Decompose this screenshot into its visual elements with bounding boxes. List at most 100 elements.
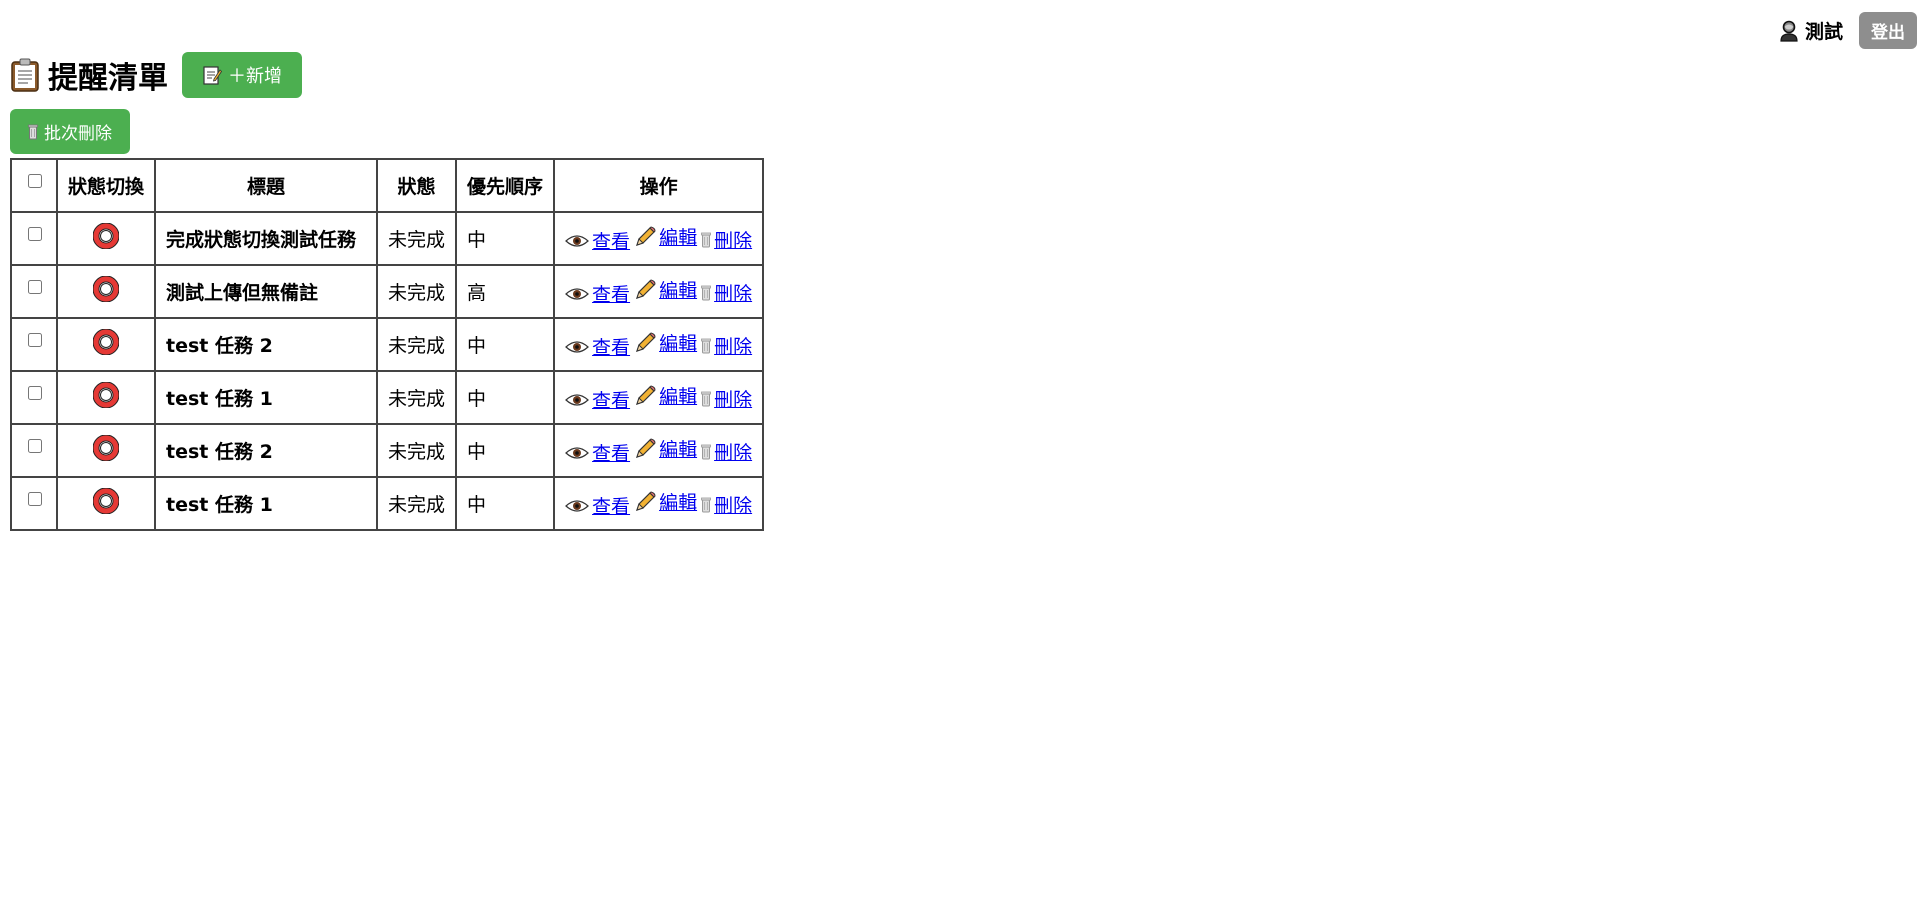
status-toggle-cell — [55, 211, 157, 266]
row-title: 完成狀態切換測試任務 — [154, 211, 379, 266]
status-toggle-cell — [55, 317, 157, 372]
delete-link[interactable]: 刪除 — [701, 438, 752, 465]
edit-link-label: 編輯 — [659, 280, 698, 302]
delete-link[interactable]: 刪除 — [701, 226, 752, 253]
delete-link-label: 刪除 — [714, 495, 753, 517]
row-priority: 中 — [455, 317, 556, 372]
pencil-icon — [634, 278, 656, 301]
hollow-red-circle-icon[interactable] — [93, 488, 119, 514]
edit-link[interactable]: 編輯 — [634, 276, 697, 303]
row-status: 未完成 — [376, 423, 458, 478]
status-toggle-cell — [55, 370, 157, 425]
delete-link[interactable]: 刪除 — [701, 332, 752, 359]
row-actions: 查看 編輯 — [553, 317, 765, 372]
view-link[interactable]: 查看 — [565, 439, 630, 466]
edit-link-label: 編輯 — [659, 386, 698, 408]
row-status: 未完成 — [376, 264, 458, 319]
row-checkbox[interactable] — [27, 280, 42, 294]
delete-link[interactable]: 刪除 — [701, 491, 752, 518]
row-checkbox[interactable] — [27, 333, 42, 347]
row-priority: 中 — [455, 423, 556, 478]
table-row: test 任務 2 未完成 中 查看 — [10, 423, 765, 478]
page-title: 提醒清單 — [10, 53, 168, 97]
row-title: test 任務 1 — [154, 370, 379, 425]
delete-link-label: 刪除 — [714, 230, 753, 252]
select-all-checkbox[interactable] — [27, 174, 42, 188]
column-header-toggle: 狀態切換 — [55, 158, 157, 213]
user-name: 測試 — [1804, 21, 1843, 43]
delete-link[interactable]: 刪除 — [701, 279, 752, 306]
edit-link[interactable]: 編輯 — [634, 488, 697, 515]
view-link[interactable]: 查看 — [565, 227, 630, 254]
hollow-red-circle-icon[interactable] — [93, 329, 119, 355]
hollow-red-circle-icon[interactable] — [93, 276, 119, 302]
eye-icon — [565, 393, 589, 407]
edit-link[interactable]: 編輯 — [634, 329, 697, 356]
table-row: test 任務 2 未完成 中 查看 — [10, 317, 765, 372]
view-link[interactable]: 查看 — [565, 280, 630, 307]
column-header-actions: 操作 — [553, 158, 765, 213]
table-row: test 任務 1 未完成 中 查看 — [10, 370, 765, 425]
row-checkbox[interactable] — [27, 439, 42, 453]
view-link[interactable]: 查看 — [565, 386, 630, 413]
edit-link-label: 編輯 — [659, 492, 698, 514]
delete-link[interactable]: 刪除 — [701, 385, 752, 412]
view-link-label: 查看 — [592, 284, 631, 306]
add-button[interactable]: ＋新增 — [182, 52, 302, 98]
column-header-title: 標題 — [154, 158, 379, 213]
row-priority: 中 — [455, 211, 556, 266]
row-status: 未完成 — [376, 317, 458, 372]
edit-link-label: 編輯 — [659, 227, 698, 249]
view-link[interactable]: 查看 — [565, 492, 630, 519]
delete-link-label: 刪除 — [714, 442, 753, 464]
eye-icon — [565, 340, 589, 354]
table-row: 完成狀態切換測試任務 未完成 中 查看 — [10, 211, 765, 266]
hollow-red-circle-icon[interactable] — [93, 382, 119, 408]
header-select-cell — [10, 158, 58, 213]
page-header: 提醒清單 ＋新增 — [10, 52, 302, 98]
row-checkbox[interactable] — [27, 386, 42, 400]
table-row: test 任務 1 未完成 中 查看 — [10, 476, 765, 531]
batch-delete-button[interactable]: 批次刪除 — [10, 109, 130, 154]
eye-icon — [565, 499, 589, 513]
trash-icon — [701, 497, 711, 513]
reminder-table: 狀態切換 標題 狀態 優先順序 操作 完成狀態切換測試任務 未完成 中 — [10, 158, 765, 531]
trash-icon — [701, 232, 711, 248]
row-title: 測試上傳但無備註 — [154, 264, 379, 319]
trash-icon — [701, 338, 711, 354]
row-priority: 中 — [455, 370, 556, 425]
trash-icon — [701, 391, 711, 407]
row-checkbox[interactable] — [27, 227, 42, 241]
row-status: 未完成 — [376, 211, 458, 266]
hollow-red-circle-icon[interactable] — [93, 435, 119, 461]
edit-link[interactable]: 編輯 — [634, 435, 697, 462]
delete-link-label: 刪除 — [714, 283, 753, 305]
logout-button[interactable]: 登出 — [1859, 12, 1917, 49]
edit-link[interactable]: 編輯 — [634, 223, 697, 250]
table-header-row: 狀態切換 標題 狀態 優先順序 操作 — [10, 158, 765, 213]
status-toggle-cell — [55, 264, 157, 319]
page-title-text: 提醒清單 — [48, 61, 168, 96]
row-select-cell — [10, 423, 58, 478]
row-select-cell — [10, 476, 58, 531]
row-actions: 查看 編輯 — [553, 211, 765, 266]
eye-icon — [565, 446, 589, 460]
delete-link-label: 刪除 — [714, 336, 753, 358]
status-toggle-cell — [55, 476, 157, 531]
memo-icon — [202, 65, 222, 85]
hollow-red-circle-icon[interactable] — [93, 223, 119, 249]
trash-icon — [701, 285, 711, 301]
top-bar: 測試 登出 — [1779, 12, 1917, 49]
edit-link[interactable]: 編輯 — [634, 382, 697, 409]
edit-link-label: 編輯 — [659, 439, 698, 461]
pencil-icon — [634, 437, 656, 460]
status-toggle-cell — [55, 423, 157, 478]
delete-link-label: 刪除 — [714, 389, 753, 411]
view-link[interactable]: 查看 — [565, 333, 630, 360]
row-title: test 任務 1 — [154, 476, 379, 531]
row-title: test 任務 2 — [154, 317, 379, 372]
row-select-cell — [10, 317, 58, 372]
row-select-cell — [10, 211, 58, 266]
row-checkbox[interactable] — [27, 492, 42, 506]
column-header-priority: 優先順序 — [455, 158, 556, 213]
